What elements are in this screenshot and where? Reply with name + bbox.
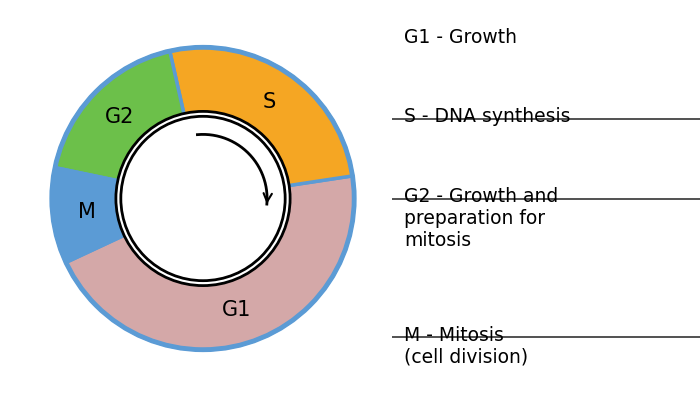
Text: G1 - Growth: G1 - Growth [405,28,517,47]
Circle shape [121,116,285,281]
Wedge shape [170,47,353,186]
Text: M: M [78,202,96,222]
Text: G2 - Growth and
preparation for
mitosis: G2 - Growth and preparation for mitosis [405,187,559,250]
Wedge shape [52,168,129,262]
Text: M - Mitosis
(cell division): M - Mitosis (cell division) [405,326,528,366]
Wedge shape [55,51,185,182]
Text: S: S [262,92,276,112]
Wedge shape [66,176,354,350]
Circle shape [116,112,290,285]
Text: G1: G1 [222,300,251,320]
Text: G2: G2 [105,107,134,127]
Text: S - DNA synthesis: S - DNA synthesis [405,107,570,126]
